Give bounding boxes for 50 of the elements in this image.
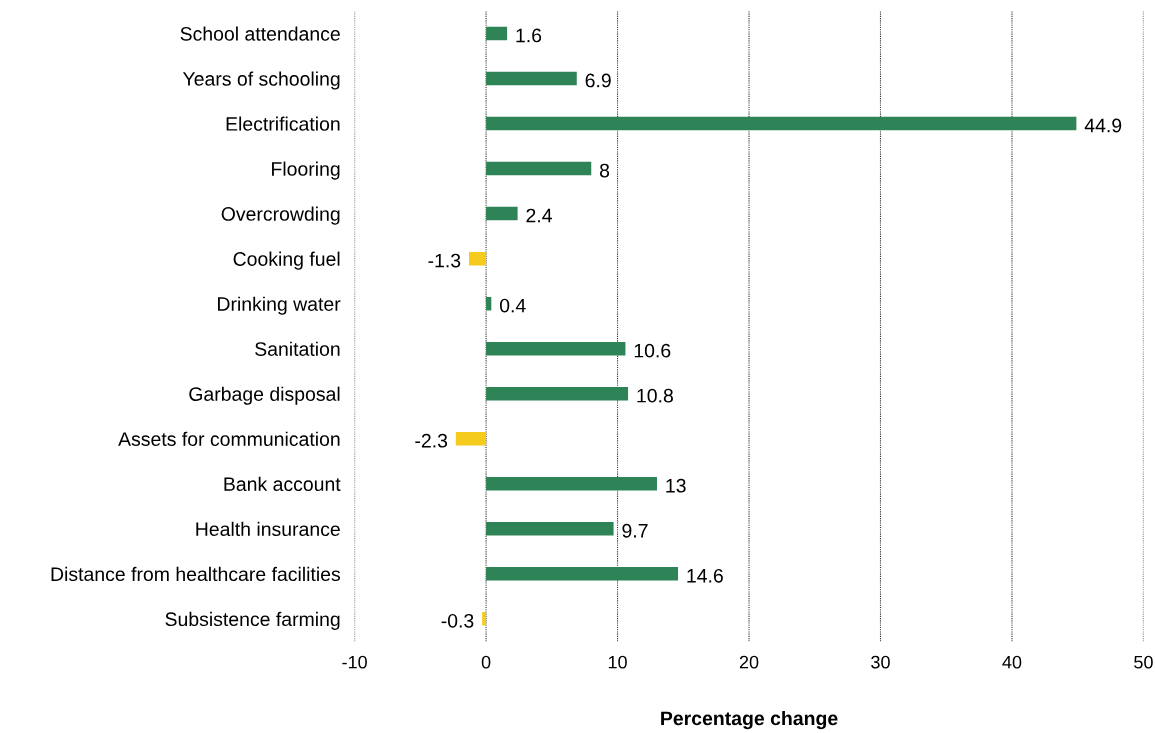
bar bbox=[486, 522, 614, 536]
data-label: 10.6 bbox=[634, 343, 671, 358]
data-label: 6.9 bbox=[585, 73, 611, 88]
y-tick-label: Sanitation bbox=[255, 341, 340, 356]
data-label: 8 bbox=[599, 163, 610, 178]
x-tick-label: -10 bbox=[342, 655, 367, 669]
data-label: -2.3 bbox=[415, 433, 448, 448]
y-tick-label: Distance from healthcare facilities bbox=[51, 566, 341, 582]
data-label: 0.4 bbox=[499, 298, 526, 313]
y-tick-label: Flooring bbox=[272, 161, 340, 180]
data-label: 44.9 bbox=[1084, 118, 1122, 133]
data-label: -1.3 bbox=[428, 253, 461, 268]
y-tick-label: Subsistence farming bbox=[165, 611, 340, 630]
bar bbox=[486, 161, 592, 176]
y-tick-label: Cooking fuel bbox=[233, 251, 340, 270]
data-label: 9.7 bbox=[622, 523, 648, 538]
x-tick-label: 20 bbox=[739, 655, 759, 669]
y-tick-label: Health insurance bbox=[196, 521, 340, 537]
y-tick-label: Bank account bbox=[224, 476, 341, 492]
x-tick-label: 10 bbox=[608, 655, 627, 669]
bar bbox=[486, 341, 626, 356]
bar bbox=[486, 477, 657, 491]
y-tick-label: Overcrowding bbox=[221, 206, 340, 225]
bar bbox=[486, 386, 629, 401]
x-tick-label: 40 bbox=[1002, 655, 1022, 669]
bar bbox=[482, 612, 487, 626]
y-tick-label: School attendance bbox=[180, 26, 340, 41]
x-tick-label: 30 bbox=[871, 655, 890, 669]
bar bbox=[486, 26, 508, 41]
bar bbox=[486, 567, 679, 581]
y-tick-label: Assets for communication bbox=[118, 431, 340, 446]
data-label: -0.3 bbox=[441, 613, 474, 628]
data-label: 13 bbox=[666, 478, 686, 493]
y-tick-label: Years of schooling bbox=[182, 71, 340, 90]
data-label: 10.8 bbox=[637, 388, 673, 403]
y-tick-label: Drinking water bbox=[218, 296, 341, 315]
bar bbox=[486, 206, 518, 221]
bar bbox=[486, 296, 492, 311]
bar bbox=[486, 116, 1077, 131]
data-label: 2.4 bbox=[526, 208, 552, 223]
bar bbox=[468, 251, 487, 266]
data-label: 1.6 bbox=[516, 28, 542, 43]
bar bbox=[486, 71, 577, 86]
x-tick-label: 50 bbox=[1134, 655, 1153, 669]
bar bbox=[455, 432, 487, 446]
data-label: 14.6 bbox=[687, 568, 723, 583]
y-tick-label: Garbage disposal bbox=[189, 386, 340, 405]
x-tick-label: 0 bbox=[481, 655, 491, 669]
y-tick-label: Electrification bbox=[226, 116, 340, 131]
x-axis-title: Percentage change bbox=[661, 710, 838, 730]
